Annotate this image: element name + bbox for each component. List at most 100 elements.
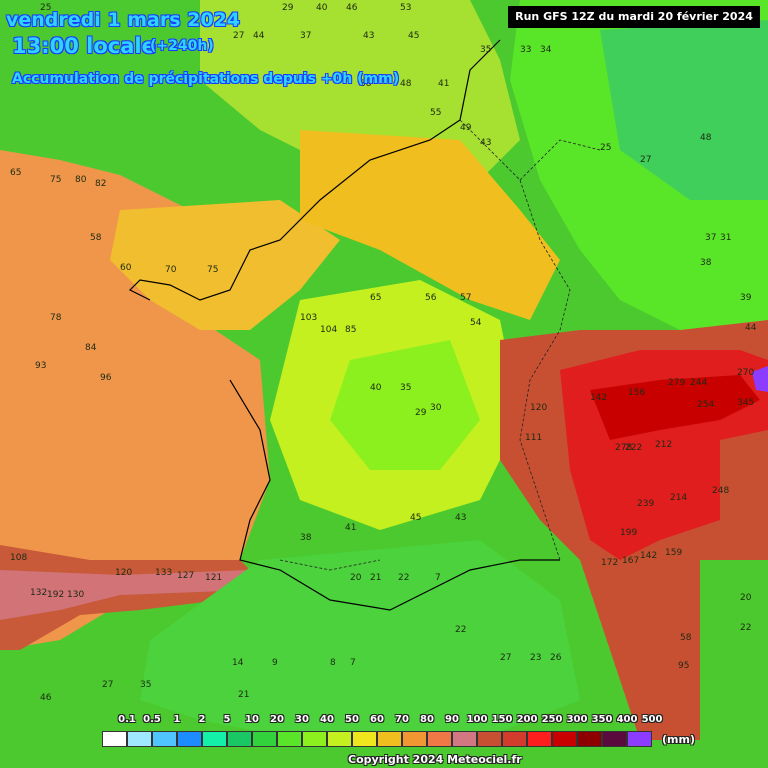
precip-value: 44 — [253, 31, 265, 41]
legend-swatch — [552, 731, 577, 747]
precip-value: 212 — [655, 440, 672, 450]
legend-label: 250 — [541, 714, 563, 725]
precip-value: 46 — [346, 3, 358, 13]
region-orange-north — [300, 130, 560, 320]
legend-swatch — [352, 731, 377, 747]
precip-value: 41 — [438, 79, 449, 89]
precip-value: 133 — [155, 568, 172, 578]
precip-value: 254 — [697, 400, 714, 410]
precip-value: 156 — [628, 388, 645, 398]
precip-value: 29 — [282, 3, 294, 13]
region-rose-band — [0, 570, 250, 620]
legend-swatch — [602, 731, 627, 747]
precip-value: 142 — [590, 393, 607, 403]
legend-label: 350 — [591, 714, 613, 725]
legend-swatch — [252, 731, 277, 747]
precip-value: 43 — [363, 31, 374, 41]
precip-value: 25 — [40, 3, 51, 13]
precip-value: 111 — [525, 433, 542, 443]
precip-value: 20 — [740, 593, 752, 603]
precip-value: 103 — [300, 313, 317, 323]
region-alps-core — [590, 375, 760, 440]
precip-value: 80 — [75, 175, 87, 185]
precip-value: 53 — [400, 3, 411, 13]
legend-swatch — [502, 731, 527, 747]
legend-label: 100 — [466, 714, 488, 725]
precip-value: 78 — [50, 313, 62, 323]
legend-swatch — [627, 731, 652, 747]
precip-value: 44 — [745, 323, 757, 333]
precip-value: 30 — [430, 403, 442, 413]
parameter-title: Accumulation de précipitations depuis +0… — [12, 71, 400, 87]
precip-value: 58 — [680, 633, 692, 643]
precip-value: 127 — [177, 571, 194, 581]
precip-value: 23 — [530, 653, 541, 663]
precip-value: 22 — [455, 625, 466, 635]
precip-value: 34 — [540, 45, 552, 55]
legend-label: 0.5 — [143, 714, 161, 725]
precip-value: 22 — [740, 623, 751, 633]
legend-label: 400 — [616, 714, 638, 725]
legend-label: 200 — [516, 714, 538, 725]
precip-value: 167 — [622, 556, 639, 566]
precip-value: 31 — [720, 233, 731, 243]
legend-swatch — [527, 731, 552, 747]
precip-value: 95 — [678, 661, 689, 671]
precip-value: 75 — [207, 265, 218, 275]
precip-value: 192 — [47, 590, 64, 600]
legend-label: 150 — [491, 714, 513, 725]
precip-value: 121 — [205, 573, 222, 583]
precip-value: 27 — [102, 680, 113, 690]
legend-label: 20 — [270, 714, 284, 725]
precip-value: 104 — [320, 325, 337, 335]
precip-value: 270 — [737, 368, 754, 378]
value-labels: 25 29 40 46 53 27 44 37 43 45 35 33 34 38 48 41 55 49 43 65… — [10, 3, 757, 703]
legend-swatch — [402, 731, 427, 747]
legend-swatch — [177, 731, 202, 747]
precip-value: 35 — [400, 383, 411, 393]
precip-value: 279 — [668, 378, 685, 388]
legend-swatch — [152, 731, 177, 747]
legend-swatch — [102, 731, 127, 747]
legend-label: 40 — [320, 714, 334, 725]
precip-value: 345 — [737, 398, 754, 408]
precip-value: 27 — [500, 653, 511, 663]
precip-value: 58 — [90, 233, 102, 243]
precip-value: 38 — [360, 79, 372, 89]
precip-value: 14 — [232, 658, 244, 668]
legend-label: 60 — [370, 714, 384, 725]
legend-swatch — [377, 731, 402, 747]
legend-label: 50 — [345, 714, 359, 725]
precip-value: 214 — [670, 493, 687, 503]
precip-value: 48 — [700, 133, 712, 143]
precip-value: 45 — [408, 31, 419, 41]
legend-label: 0.1 — [118, 714, 136, 725]
precip-value: 84 — [85, 343, 97, 353]
precip-value: 27 — [233, 31, 244, 41]
precip-value: 132 — [30, 588, 47, 598]
precip-value: 43 — [455, 513, 466, 523]
precip-value: 48 — [400, 79, 412, 89]
precip-value: 49 — [460, 123, 472, 133]
legend-label: 1 — [173, 714, 181, 725]
precip-value: 96 — [100, 373, 112, 383]
legend-swatch — [477, 731, 502, 747]
forecast-hour: 13:00 locale — [12, 34, 156, 58]
legend-swatch — [277, 731, 302, 747]
region-pyrenees-coast — [0, 545, 270, 650]
region-mediterranean — [140, 540, 580, 740]
region-poland — [600, 20, 768, 200]
precip-value: 248 — [712, 486, 729, 496]
precip-value: 172 — [601, 558, 618, 568]
precip-value: 142 — [640, 551, 657, 561]
precip-value: 130 — [67, 590, 84, 600]
precip-value: 25 — [600, 143, 611, 153]
precip-value: 244 — [690, 378, 707, 388]
precip-value: 70 — [165, 265, 177, 275]
precip-value: 46 — [40, 693, 52, 703]
legend-label: 70 — [395, 714, 409, 725]
precip-value: 82 — [95, 179, 106, 189]
region-atlantic-west — [0, 150, 270, 650]
precip-value: 93 — [35, 361, 46, 371]
